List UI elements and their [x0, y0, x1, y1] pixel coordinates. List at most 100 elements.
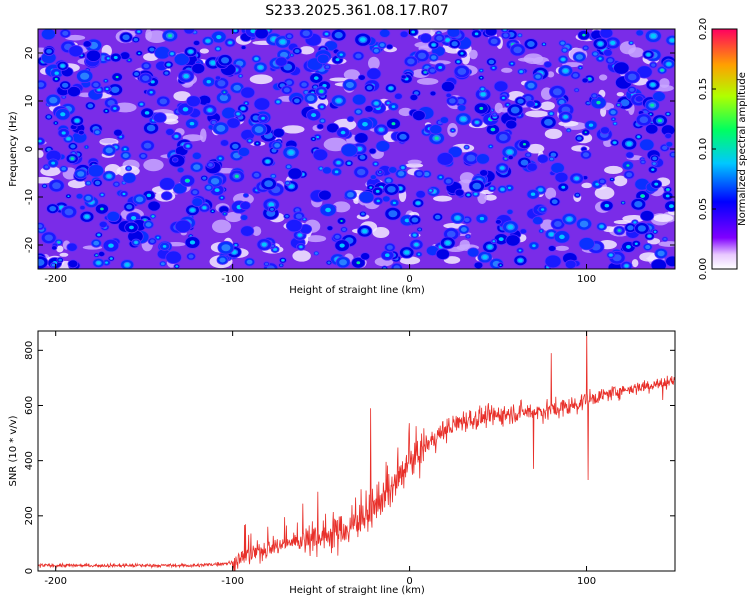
colorbar-ticks: 0.00 0.05 0.10 0.15 0.20 — [698, 18, 716, 280]
heatmap-peak — [479, 216, 485, 221]
snr-frame — [37, 330, 676, 572]
heatmap-cell-core — [558, 99, 565, 105]
heatmap-peak — [385, 253, 390, 257]
heatmap-peak-high — [356, 261, 361, 265]
heatmap-cell-core — [361, 212, 365, 216]
heatmap-cell — [272, 127, 285, 138]
heatmap-peak — [650, 82, 656, 87]
heatmap-cell-core — [445, 178, 452, 184]
heatmap-cell — [454, 188, 465, 197]
heatmap-peak-high — [626, 164, 630, 167]
heatmap-peak — [273, 248, 277, 251]
heatmap-cell-core — [411, 217, 419, 223]
heatmap-cell-core — [206, 185, 212, 190]
heatmap-peak-high — [424, 71, 427, 74]
heatmap-low-cell — [343, 69, 361, 81]
heatmap-ytick-label: -10 — [24, 189, 35, 205]
heatmap-cell-core — [366, 85, 373, 91]
heatmap-cell-core — [80, 72, 90, 80]
heatmap-cell-core — [86, 181, 91, 185]
heatmap-cell — [446, 29, 461, 38]
heatmap-peak — [335, 58, 340, 62]
heatmap-cell — [578, 237, 595, 251]
heatmap-peak — [311, 113, 317, 118]
heatmap-cell — [275, 56, 288, 67]
heatmap-cell — [326, 225, 334, 231]
heatmap-peak-high — [152, 215, 154, 218]
heatmap-peak — [258, 65, 263, 70]
heatmap-peak — [507, 186, 512, 190]
heatmap-cell — [388, 166, 398, 174]
heatmap-cell-core — [264, 262, 269, 266]
heatmap-cell-core — [286, 34, 292, 39]
heatmap-peak — [624, 264, 629, 268]
heatmap-cell-core — [576, 136, 582, 141]
heatmap-cell-core — [457, 68, 467, 75]
heatmap-cell-core — [160, 262, 165, 266]
heatmap-peak — [166, 63, 171, 66]
heatmap-peak — [336, 98, 342, 103]
heatmap-cell — [519, 228, 528, 235]
heatmap-cell-core — [526, 153, 531, 157]
heatmap-cell — [240, 225, 255, 237]
heatmap-cell — [97, 250, 106, 258]
heatmap-cell-core — [211, 120, 216, 125]
heatmap-cell — [635, 29, 644, 37]
heatmap-cell — [191, 62, 206, 75]
heatmap-cell-core — [345, 81, 354, 89]
heatmap-peak — [134, 241, 138, 244]
heatmap-cell — [192, 39, 201, 46]
heatmap-peak — [654, 182, 659, 186]
heatmap-cell-core — [527, 41, 535, 47]
heatmap-peak — [74, 118, 80, 123]
heatmap-low-cell — [469, 49, 478, 60]
heatmap-peak — [38, 139, 42, 143]
heatmap-cell-core — [551, 199, 558, 205]
heatmap-peak-high — [596, 100, 601, 105]
heatmap-cell-core — [294, 98, 300, 103]
heatmap-cell — [165, 250, 182, 265]
heatmap-peak — [186, 144, 190, 148]
heatmap-cell-core — [434, 214, 441, 220]
heatmap-cell — [507, 154, 514, 161]
heatmap-peak — [54, 122, 57, 124]
heatmap-peak — [234, 244, 237, 246]
heatmap-cell-core — [524, 95, 532, 102]
heatmap-low-cell — [613, 175, 628, 187]
heatmap-peak — [325, 32, 329, 36]
heatmap-cell-core — [304, 90, 309, 94]
colorbar-tick-label: 0.20 — [698, 18, 709, 40]
heatmap-cell — [67, 85, 81, 98]
heatmap-peak-high — [617, 104, 620, 106]
heatmap-cell-core — [216, 124, 226, 132]
heatmap-peak — [612, 118, 615, 120]
heatmap-peak — [61, 131, 66, 135]
heatmap-peak — [404, 218, 410, 223]
heatmap-peak — [339, 53, 343, 56]
heatmap-cell-core — [62, 95, 66, 99]
heatmap-low-cell — [211, 219, 232, 234]
heatmap-peak — [518, 258, 523, 263]
heatmap-cell — [153, 112, 167, 124]
heatmap-cell-core — [520, 159, 529, 166]
heatmap-cell — [400, 74, 407, 80]
heatmap-peak — [460, 52, 464, 55]
heatmap-peak — [387, 102, 390, 105]
heatmap-cell — [429, 90, 437, 97]
heatmap-peak — [530, 192, 536, 196]
heatmap-peak — [666, 62, 671, 66]
heatmap-peak — [388, 86, 393, 90]
heatmap-cell-core — [280, 51, 288, 59]
heatmap-cell — [495, 219, 502, 225]
heatmap-peak — [261, 242, 267, 247]
heatmap-low-cell — [544, 128, 563, 140]
heatmap-cell — [366, 67, 382, 80]
heatmap-peak — [502, 96, 505, 100]
heatmap-cell-core — [307, 95, 315, 102]
heatmap-cell-core — [663, 237, 667, 241]
heatmap-peak — [105, 261, 108, 264]
heatmap-low-cell — [599, 74, 608, 81]
heatmap-cell — [564, 259, 577, 269]
heatmap-peak — [598, 57, 602, 60]
heatmap-low-cell — [484, 194, 497, 201]
